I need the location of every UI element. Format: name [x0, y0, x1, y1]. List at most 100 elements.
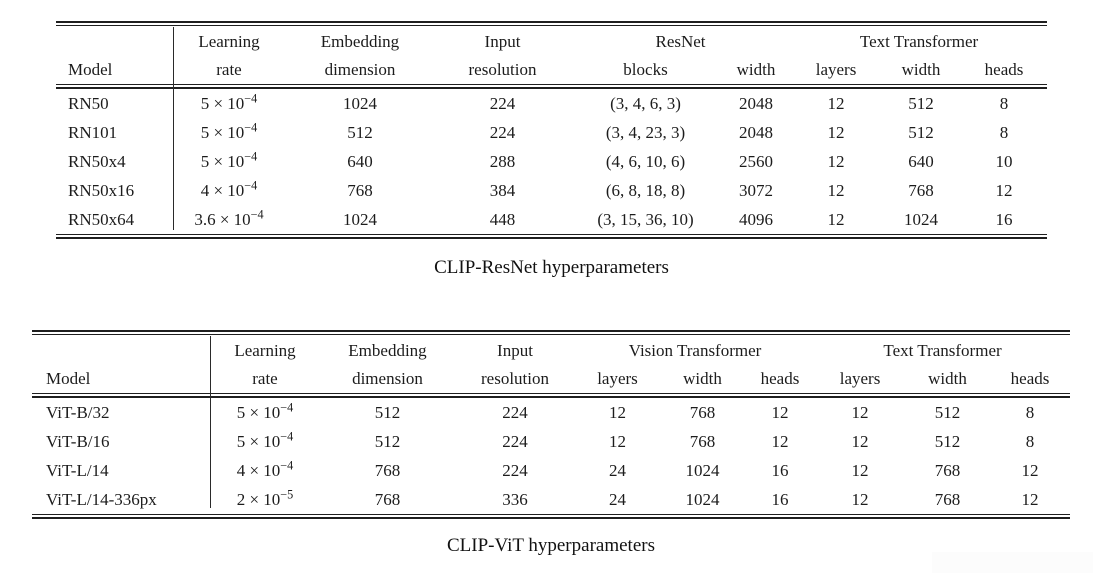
cell-vision-heads: 16: [771, 460, 789, 480]
column-header-embedding: Embedding: [348, 341, 427, 360]
cell-text-layers: 12: [851, 431, 869, 451]
cell-model: ViT-B/32: [46, 402, 110, 422]
cell-heads: 10: [995, 151, 1013, 171]
cell-vision-width: 768: [689, 431, 716, 451]
cell-model: RN50x64: [68, 209, 135, 229]
cell-vision-heads: 16: [771, 489, 789, 509]
cell-text-layers: 12: [851, 402, 869, 422]
lr-exponent: −4: [280, 399, 294, 414]
lr-base: 5 × 10: [200, 151, 245, 171]
cell-embedding: 1024: [343, 209, 377, 229]
lr-base: 4 × 10: [200, 180, 245, 200]
cell-width: 512: [908, 93, 934, 113]
column-header-embedding: Embedding: [320, 32, 400, 51]
cell-text-layers: 12: [851, 460, 869, 480]
resnet-table-header-rule: [56, 84, 1047, 89]
column-header-model: Model: [46, 369, 91, 388]
cell-input: 384: [489, 180, 516, 200]
table-row: ViT-B/16 5 × 10−4 512 224 12 768 12 12 5…: [32, 427, 1070, 456]
column-header-heads: heads: [984, 60, 1024, 79]
cell-learning-rate: 4 × 10−4: [210, 456, 320, 485]
cell-embedding: 640: [347, 151, 373, 171]
cell-learning-rate: 5 × 10−4: [210, 427, 320, 456]
watermark-box: [932, 552, 1093, 573]
column-header-learning: Learning: [234, 341, 296, 360]
cell-blocks: (3, 4, 6, 3): [610, 93, 681, 113]
column-header-resolution: resolution: [468, 60, 537, 79]
header-spacer: [56, 26, 173, 53]
cell-text-heads: 8: [1025, 431, 1035, 451]
column-header-learning: Learning: [198, 32, 260, 51]
cell-learning-rate: 5 × 10−4: [173, 147, 285, 176]
table-row: RN50x4 5 × 10−4 640 288 (4, 6, 10, 6) 25…: [56, 147, 1047, 176]
vit-table-body: ViT-B/32 5 × 10−4 512 224 12 768 12 12 5…: [32, 398, 1070, 514]
lr-base: 5 × 10: [200, 93, 245, 113]
cell-text-width: 768: [934, 489, 961, 509]
cell-blocks: (3, 15, 36, 10): [597, 209, 694, 229]
cell-heads: 8: [999, 122, 1009, 142]
cell-vision-heads: 12: [771, 431, 789, 451]
column-header-rate: rate: [252, 369, 278, 388]
lr-base: 2 × 10: [236, 489, 281, 509]
resnet-table-top-rule: [56, 21, 1047, 26]
cell-resnet-width: 2560: [739, 151, 773, 171]
column-header-input: Input: [484, 32, 521, 51]
column-header-width: width: [901, 60, 941, 79]
cell-learning-rate: 3.6 × 10−4: [173, 205, 285, 234]
header-spacer: [32, 335, 210, 362]
cell-model: RN50x4: [68, 151, 126, 171]
lr-exponent: −4: [244, 177, 258, 192]
cell-embedding: 768: [374, 460, 401, 480]
table-caption: CLIP-ResNet hyperparameters: [434, 257, 669, 278]
cell-vision-heads: 12: [771, 402, 789, 422]
cell-input: 448: [489, 209, 516, 229]
cell-layers: 12: [827, 122, 845, 142]
cell-learning-rate: 5 × 10−4: [210, 398, 320, 427]
vit-table-top-rule: [32, 330, 1070, 335]
cell-learning-rate: 5 × 10−4: [173, 89, 285, 118]
cell-text-heads: 12: [1021, 460, 1039, 480]
column-header-resolution: resolution: [481, 369, 549, 388]
column-header-rate: rate: [216, 60, 242, 79]
lr-exponent: −5: [280, 486, 294, 501]
column-header-blocks: blocks: [623, 60, 668, 79]
cell-text-width: 512: [934, 431, 961, 451]
cell-model: ViT-L/14-336px: [46, 489, 157, 509]
model-column-separator: [210, 336, 211, 508]
column-header-dimension: dimension: [352, 369, 423, 388]
cell-embedding: 512: [347, 122, 373, 142]
cell-vision-layers: 12: [609, 402, 626, 422]
cell-vision-width: 1024: [685, 460, 720, 480]
table-row: RN50x16 4 × 10−4 768 384 (6, 8, 18, 8) 3…: [56, 176, 1047, 205]
table-row: RN50 5 × 10−4 1024 224 (3, 4, 6, 3) 2048…: [56, 89, 1047, 118]
column-header-vision-width: width: [683, 369, 722, 388]
cell-vision-layers: 24: [609, 489, 626, 509]
cell-blocks: (4, 6, 10, 6): [605, 151, 686, 171]
cell-input: 224: [502, 431, 528, 451]
cell-vision-width: 1024: [685, 489, 720, 509]
cell-width: 640: [908, 151, 934, 171]
cell-heads: 12: [995, 180, 1013, 200]
lr-exponent: −4: [280, 428, 294, 443]
column-header-layers: layers: [815, 60, 857, 79]
cell-layers: 12: [827, 180, 845, 200]
cell-layers: 12: [827, 209, 845, 229]
cell-resnet-width: 2048: [739, 93, 773, 113]
cell-blocks: (6, 8, 18, 8): [605, 180, 686, 200]
column-header-input: Input: [497, 341, 533, 360]
table-row: ViT-B/32 5 × 10−4 512 224 12 768 12 12 5…: [32, 398, 1070, 427]
lr-exponent: −4: [250, 206, 264, 221]
column-header-vision-heads: heads: [760, 369, 800, 388]
lr-exponent: −4: [280, 457, 294, 472]
vit-table: Learning Embedding Input Vision Transfor…: [32, 330, 1070, 519]
cell-input: 224: [502, 402, 528, 422]
cell-width: 512: [908, 122, 934, 142]
cell-vision-layers: 12: [609, 431, 626, 451]
table-caption: CLIP-ViT hyperparameters: [447, 535, 655, 556]
cell-learning-rate: 5 × 10−4: [173, 118, 285, 147]
lr-base: 5 × 10: [236, 431, 281, 451]
cell-embedding: 512: [374, 402, 401, 422]
cell-model: RN50: [68, 93, 109, 113]
cell-embedding: 768: [374, 489, 401, 509]
cell-resnet-width: 3072: [739, 180, 773, 200]
